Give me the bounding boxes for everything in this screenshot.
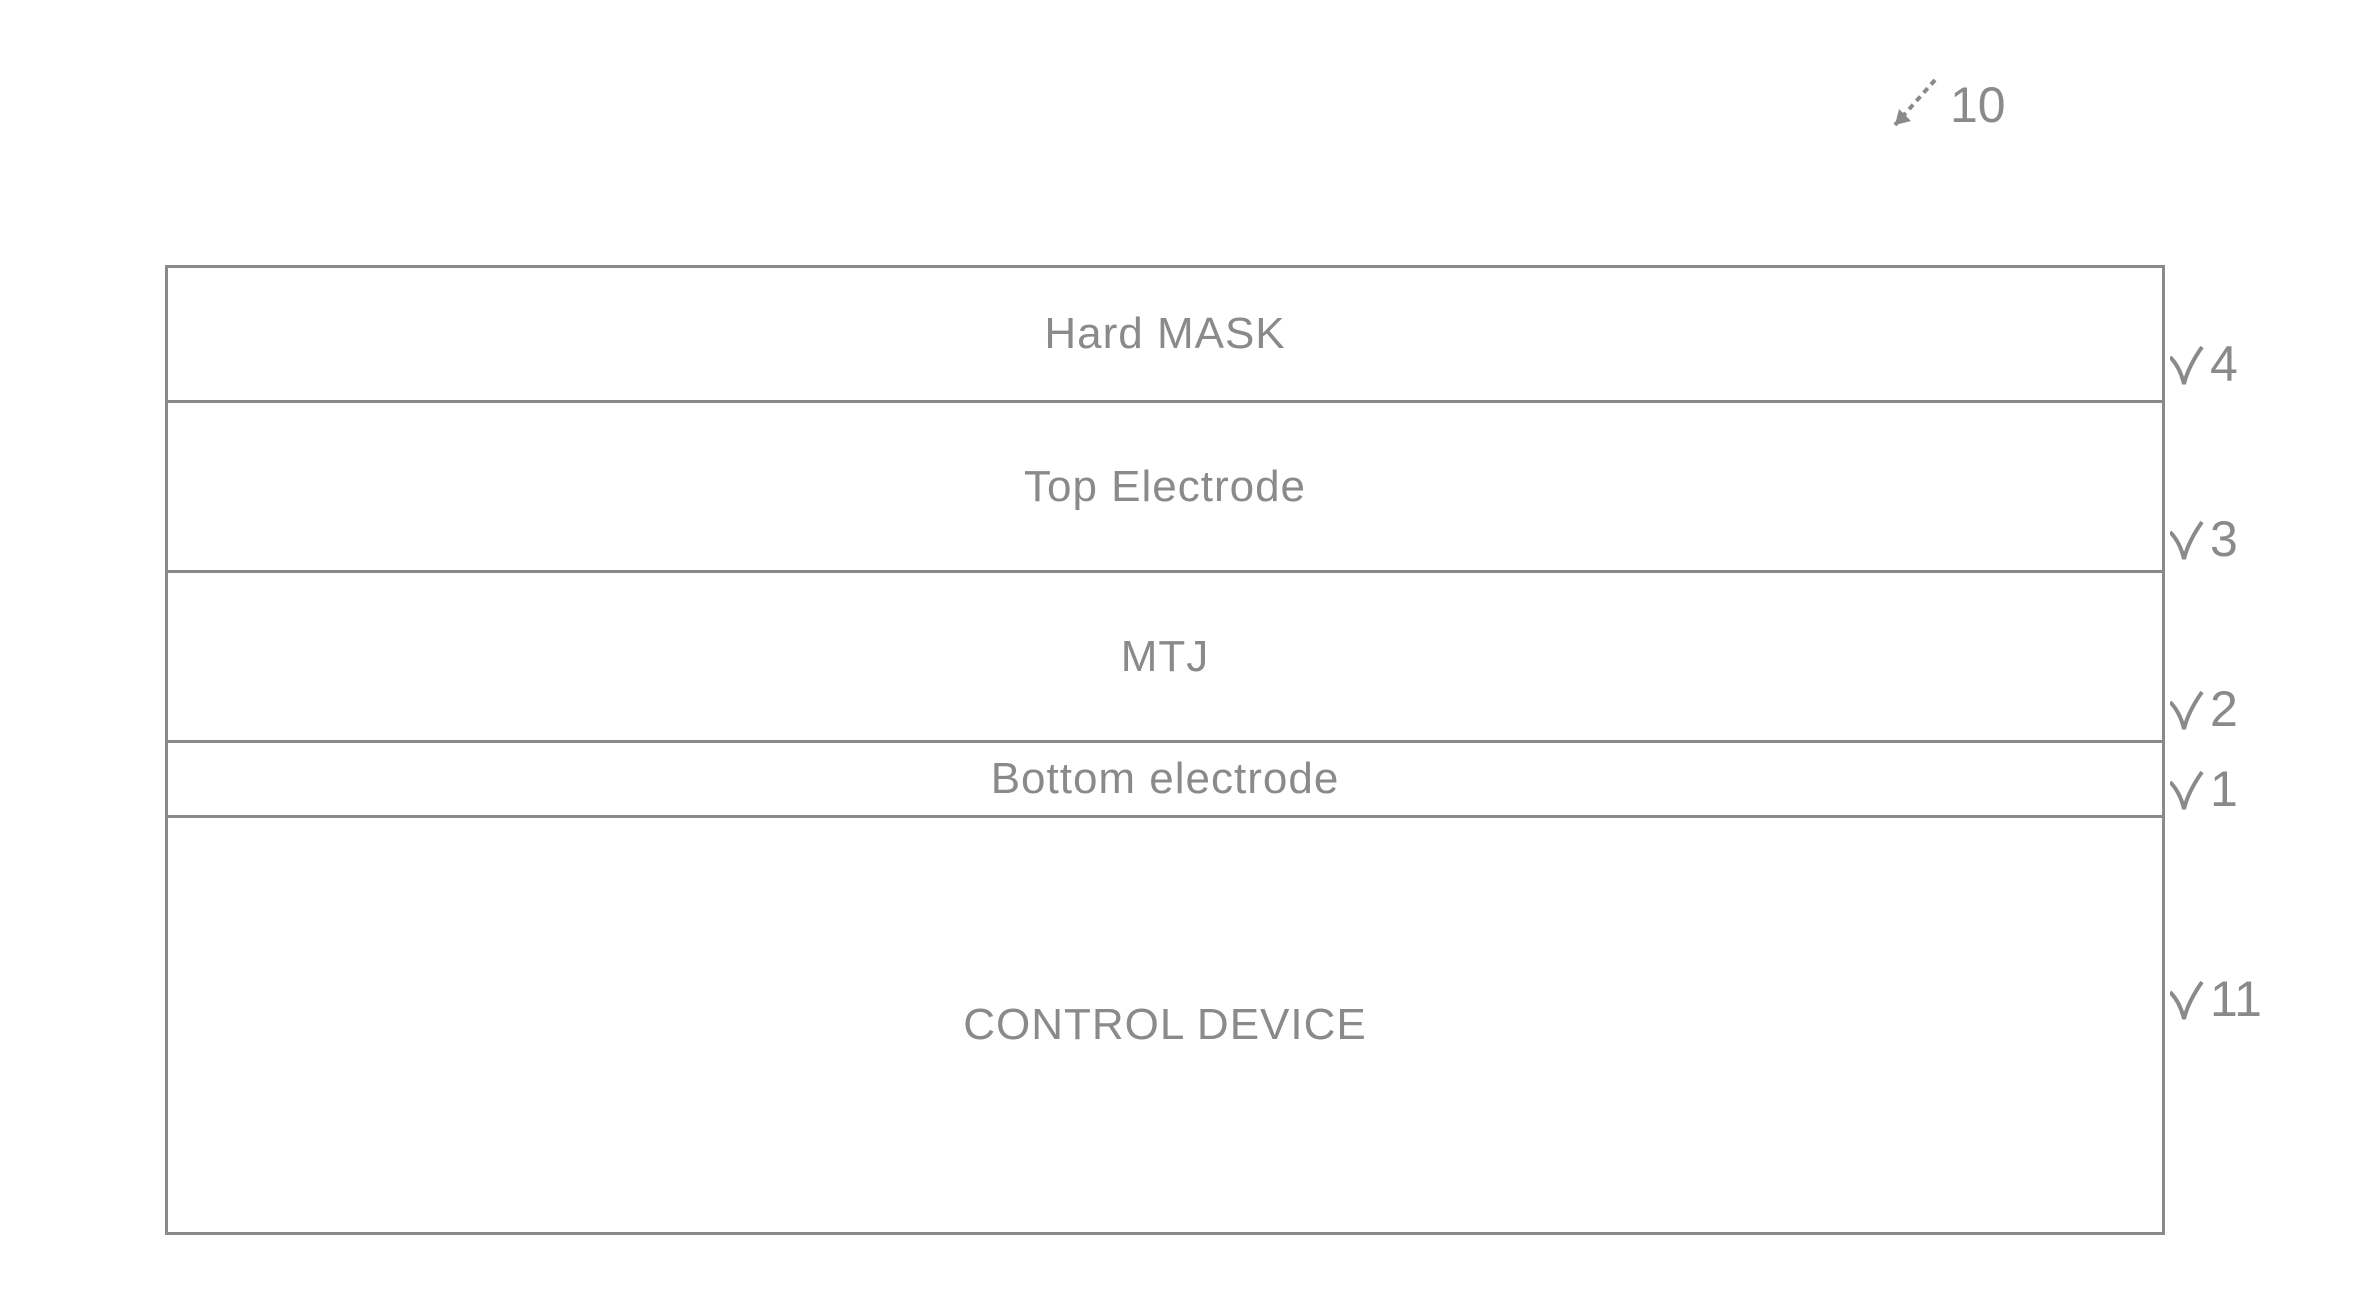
- layer-control-device: CONTROL DEVICE: [165, 815, 2165, 1235]
- layer-label-text-top-electrode: 3: [2210, 510, 2238, 568]
- layer-label-text-control-device: 11: [2210, 970, 2262, 1028]
- layer-label-bottom-electrode: 1: [2170, 760, 2238, 818]
- layer-mtj: MTJ: [165, 570, 2165, 740]
- layer-bottom-electrode: Bottom electrode: [165, 740, 2165, 815]
- tick-icon: [2170, 974, 2210, 1024]
- layer-text-hard-mask: Hard MASK: [1044, 309, 1285, 359]
- tick-icon: [2170, 514, 2210, 564]
- arrow-icon: [1875, 65, 1955, 145]
- layer-hard-mask: Hard MASK: [165, 265, 2165, 400]
- tick-icon: [2170, 339, 2210, 389]
- layer-text-bottom-electrode: Bottom electrode: [991, 754, 1340, 804]
- figure-reference: 10: [1875, 65, 2006, 145]
- layer-text-top-electrode: Top Electrode: [1024, 462, 1306, 512]
- figure-reference-label: 10: [1950, 76, 2006, 134]
- layer-label-top-electrode: 3: [2170, 510, 2238, 568]
- tick-icon: [2170, 764, 2210, 814]
- tick-icon: [2170, 684, 2210, 734]
- layer-top-electrode: Top Electrode: [165, 400, 2165, 570]
- layer-label-control-device: 11: [2170, 970, 2262, 1028]
- layer-text-control-device: CONTROL DEVICE: [963, 1000, 1367, 1050]
- layer-label-mtj: 2: [2170, 680, 2238, 738]
- layer-label-text-mtj: 2: [2210, 680, 2238, 738]
- layer-label-text-hard-mask: 4: [2210, 335, 2238, 393]
- layer-text-mtj: MTJ: [1121, 632, 1210, 682]
- layer-label-text-bottom-electrode: 1: [2210, 760, 2238, 818]
- layer-label-hard-mask: 4: [2170, 335, 2238, 393]
- layer-stack-diagram: Hard MASK Top Electrode MTJ Bottom electrod…: [165, 265, 2165, 1235]
